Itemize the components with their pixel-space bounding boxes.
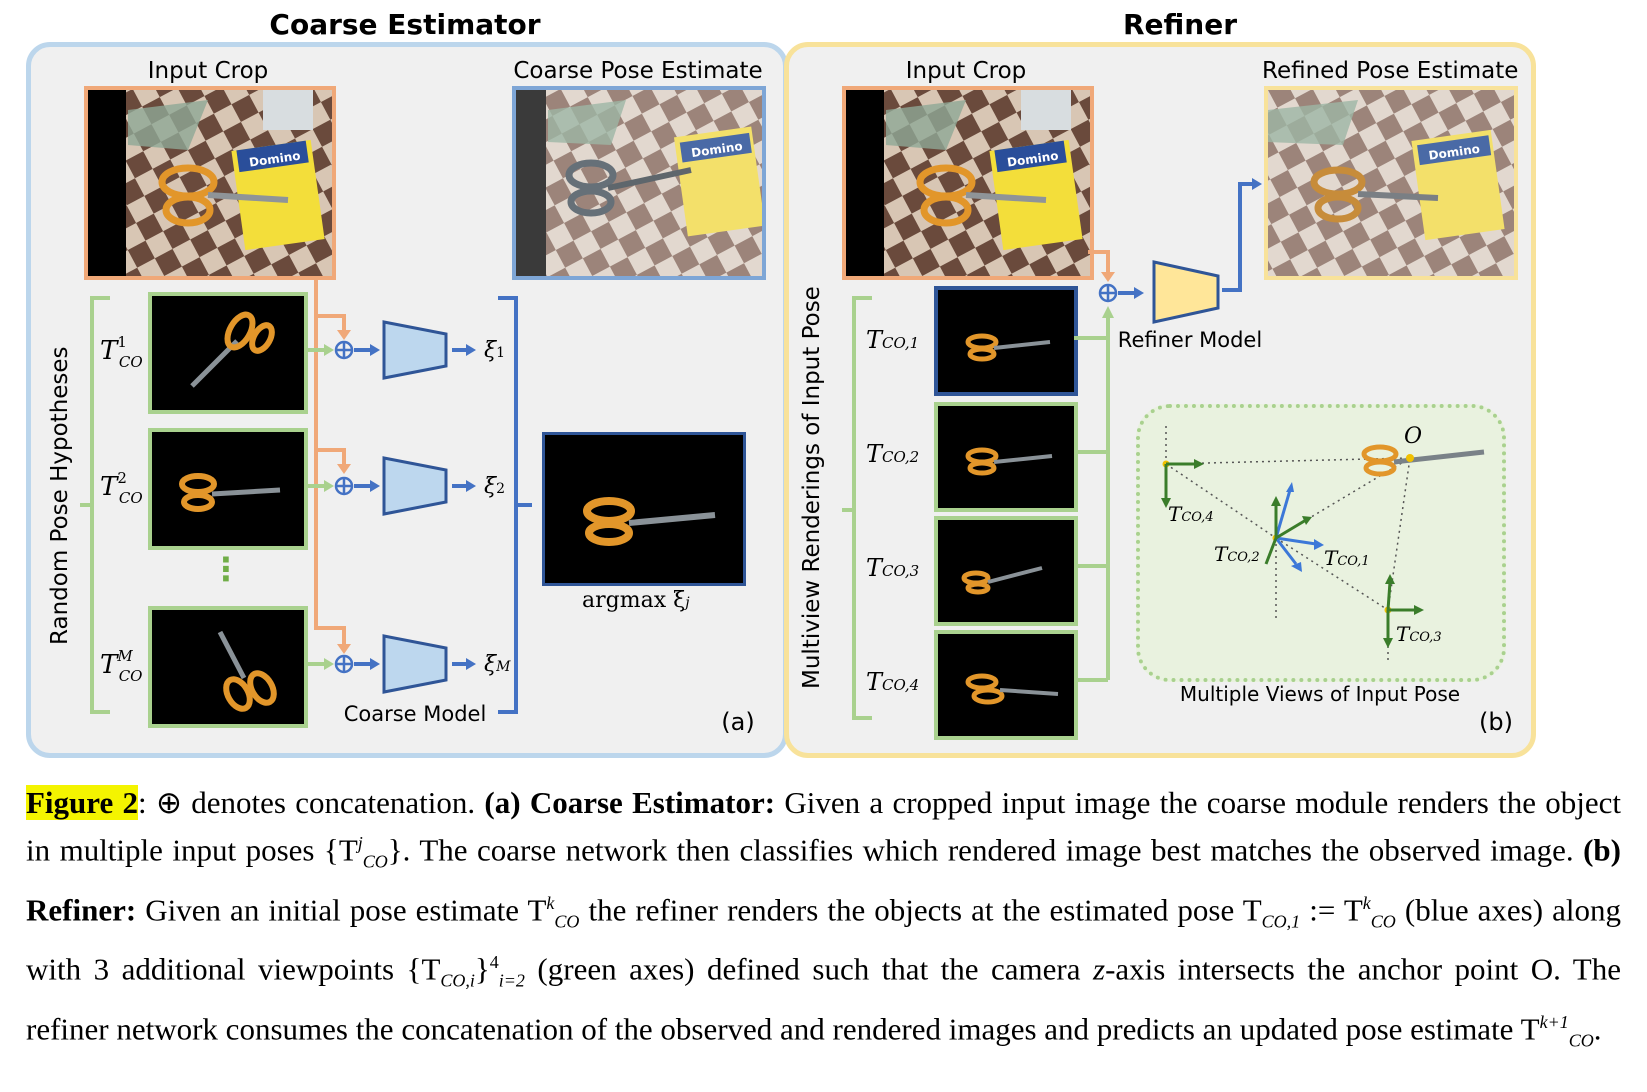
coarse-pose-estimate-image: Domino bbox=[512, 86, 766, 280]
coarse-flow-diagram bbox=[80, 276, 532, 714]
view-render-4 bbox=[934, 630, 1078, 740]
coarse-model-label: Coarse Model bbox=[343, 702, 487, 726]
vertical-ellipsis: ⋮ bbox=[210, 550, 242, 588]
refined-pose-estimate-image: Domino bbox=[1264, 86, 1518, 280]
panel-b-tag: (b) bbox=[1479, 708, 1513, 736]
xi-1-label: ξ1 bbox=[484, 338, 506, 363]
hypothesis-label-2: T2CO bbox=[100, 469, 143, 507]
view-render-3 bbox=[934, 516, 1078, 626]
refiner-input-crop-image: Domino bbox=[842, 86, 1094, 280]
refiner-title: Refiner bbox=[1122, 8, 1238, 41]
argmax-render bbox=[542, 432, 746, 586]
hypothesis-render-m bbox=[148, 606, 308, 728]
panel-a-tag: (a) bbox=[721, 708, 755, 736]
multiple-views-label: Multiple Views of Input Pose bbox=[1179, 682, 1461, 706]
figure-number: Figure 2 bbox=[26, 785, 139, 820]
coarse-input-crop-image: Domino bbox=[84, 86, 336, 280]
xi-m-label: ξM bbox=[484, 652, 511, 677]
coarse-estimator-title: Coarse Estimator bbox=[269, 8, 541, 41]
anchor-point-label: O bbox=[1404, 424, 1423, 449]
inset-label-t4: TCO,4 bbox=[1168, 502, 1214, 526]
refiner-input-crop-label: Input Crop bbox=[905, 58, 1027, 84]
coarse-pose-estimate-label: Coarse Pose Estimate bbox=[513, 58, 763, 84]
multiple-views-diagram bbox=[1161, 426, 1485, 660]
argmax-label: argmax ξj bbox=[582, 588, 690, 613]
figure-caption: Figure 2: ⊕ denotes concatenation. (a) C… bbox=[26, 785, 1621, 1051]
hypothesis-label-m: TMCO bbox=[100, 647, 143, 685]
refined-pose-estimate-label: Refined Pose Estimate bbox=[1262, 58, 1519, 84]
view-label-2: TCO,2 bbox=[866, 440, 920, 468]
inset-label-t2: TCO,2 bbox=[1214, 542, 1260, 566]
view-label-4: TCO,4 bbox=[866, 668, 920, 696]
view-label-1: TCO,1 bbox=[866, 326, 920, 354]
inset-label-t3: TCO,3 bbox=[1396, 622, 1442, 646]
hypothesis-render-1 bbox=[148, 292, 308, 414]
view-render-1 bbox=[934, 286, 1078, 396]
xi-2-label: ξ2 bbox=[484, 474, 506, 499]
coarse-input-crop-label: Input Crop bbox=[147, 58, 269, 84]
multiple-views-inset bbox=[1136, 404, 1506, 682]
hypothesis-render-2 bbox=[148, 428, 308, 550]
inset-label-t1: TCO,1 bbox=[1324, 546, 1370, 570]
refiner-model-label: Refiner Model bbox=[1117, 328, 1263, 352]
view-render-2 bbox=[934, 402, 1078, 512]
refiner-flow-diagram bbox=[842, 178, 1262, 720]
view-label-3: TCO,3 bbox=[866, 554, 920, 582]
hypothesis-label-1: T1CO bbox=[100, 333, 143, 371]
